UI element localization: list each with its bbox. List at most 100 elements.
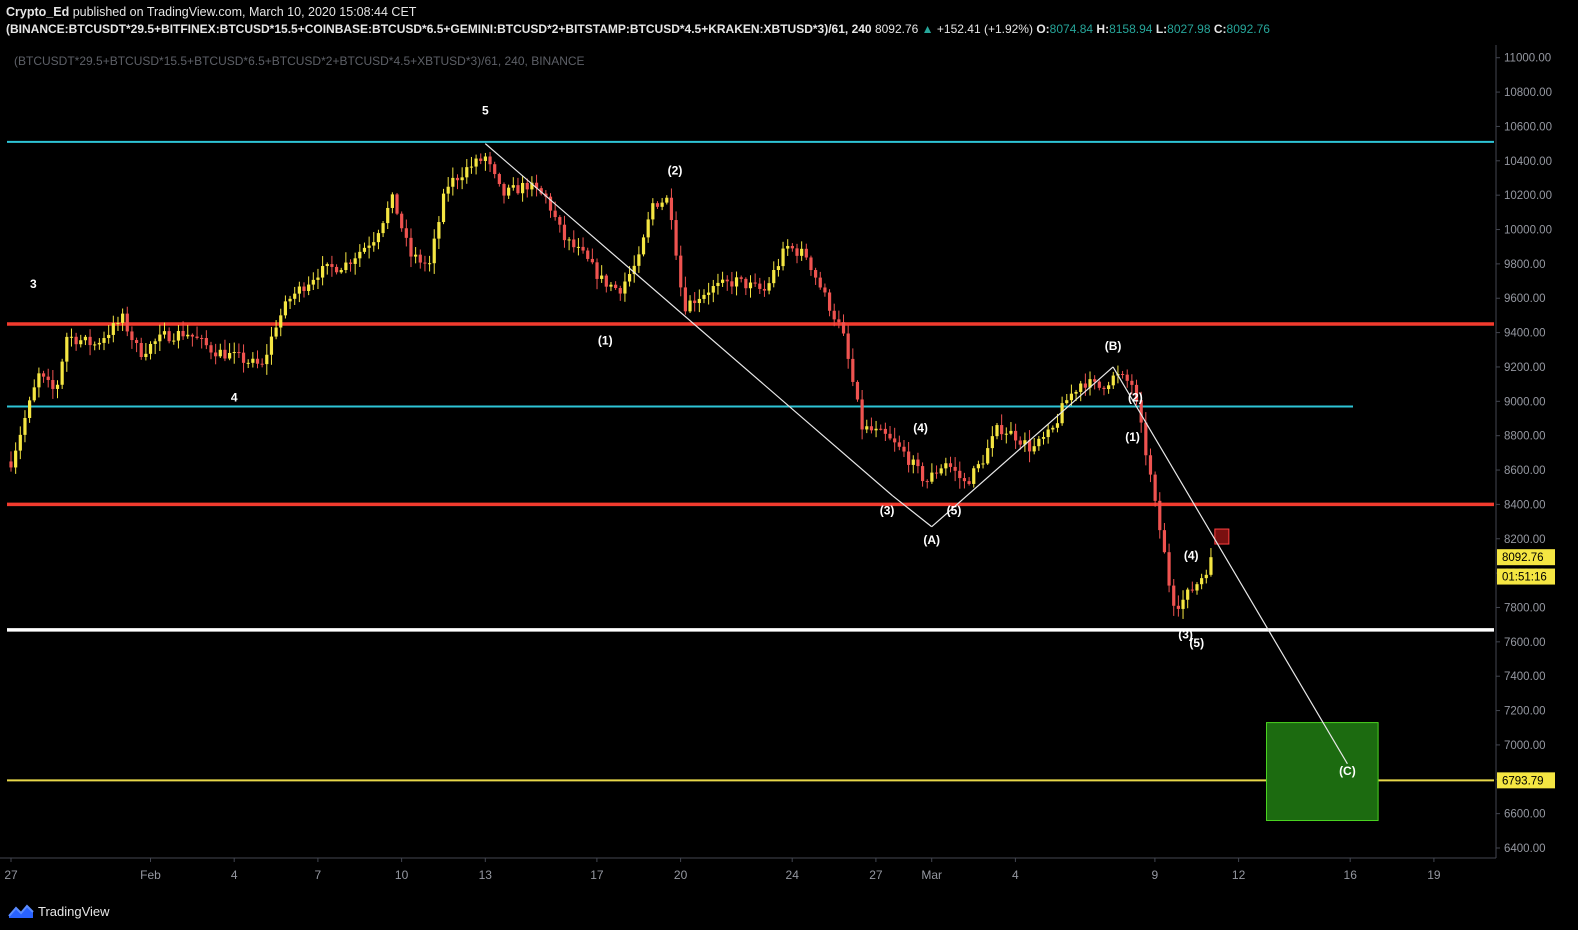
candle [451,167,455,196]
candle-body [79,340,83,345]
candle-body [907,451,911,465]
candle [148,341,153,360]
candle [1000,414,1004,441]
candle [804,243,808,261]
candle [414,247,418,264]
candle [888,426,892,441]
candle [525,178,529,198]
candle [1204,569,1208,584]
candle [776,258,781,277]
author-name[interactable]: Crypto_Ed [6,5,70,19]
candle [851,348,855,387]
candle [609,281,613,292]
time-tick-label: 10 [395,868,409,882]
time-tick-label: 4 [1012,868,1019,882]
candle [1200,573,1204,590]
candle-body [1111,375,1115,386]
candle-body [1176,605,1180,609]
candle-body [800,248,804,256]
candle-body [958,470,962,479]
candle [814,267,818,285]
candle [190,333,194,347]
candle [655,201,660,209]
candle [544,190,548,204]
price-tick-label: 8800.00 [1504,431,1546,443]
candle [167,327,171,344]
candle-body [1190,589,1194,591]
candle-body [441,193,446,223]
candle [102,331,106,351]
candle-body [167,331,171,342]
price-tick-label: 8600.00 [1504,465,1546,477]
candle-body [790,245,794,249]
candle [334,264,339,275]
candle-body [339,270,343,273]
candle-body [1167,552,1171,586]
candle [1046,423,1050,444]
candle-body [1041,437,1046,439]
candle-body [544,193,548,197]
candle-body [748,282,753,289]
candle [832,303,836,327]
candle [186,324,190,339]
candle [274,320,278,340]
candle-body [809,257,813,271]
candle-body [200,337,204,339]
candle-body [693,300,697,304]
candle [88,329,92,356]
price-label-badge: 6793.79 [1497,772,1555,789]
candle-body [493,164,497,175]
candle-body [1120,374,1125,376]
candle [697,289,701,313]
tradingview-logo[interactable]: TradingView [8,903,110,919]
candle [674,211,678,260]
wave-trend-line [484,143,894,497]
candle-body [172,340,176,342]
publish-text: published on TradingView.com, March 10, … [72,5,417,19]
symbol-name[interactable]: (BINANCE:BTCUSDT*29.5+BITFINEX:BTCUSD*15… [6,22,872,36]
candle-body [451,177,455,187]
candle-body [1060,403,1064,424]
candle-body [804,248,808,258]
candle-body [600,275,604,279]
candle [646,211,650,243]
candle-body [28,400,32,418]
candle [1107,381,1111,394]
candle [1167,543,1171,593]
candle-body [390,194,394,208]
candle-body [88,336,92,346]
candle-body [237,352,241,354]
candle [920,462,925,487]
price-tick-label: 10200.00 [1504,190,1552,202]
elliott-wave-lines [484,143,1348,765]
candle [60,358,64,389]
candle [739,275,743,283]
wave-label: (5) [947,504,962,518]
candle-body [883,428,887,434]
candle-body [409,237,413,257]
candle-body [911,459,915,465]
candle [14,442,18,474]
candle [897,435,901,451]
candle-body [869,426,874,431]
candle [1065,393,1069,405]
candle [558,215,562,233]
time-tick-label: 12 [1232,868,1246,882]
candle-body [851,358,855,382]
candle [1004,427,1008,444]
candle-body [195,336,199,338]
candle [1032,437,1036,455]
candle [539,185,543,196]
candle-body [623,281,627,294]
candle [1134,379,1139,405]
candle [1027,430,1032,463]
candle [107,324,111,344]
candle [744,277,748,296]
candle-body [60,361,64,385]
candle-body [855,381,860,400]
candle-body [1209,557,1213,575]
candle-body [930,472,934,482]
candle [1120,370,1125,379]
candle-body [125,313,129,332]
